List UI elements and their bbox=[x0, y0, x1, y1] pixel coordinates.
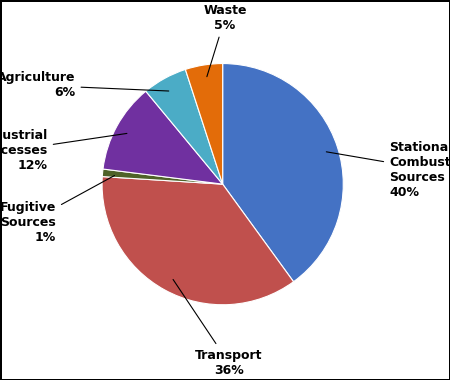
Text: Waste
5%: Waste 5% bbox=[203, 4, 247, 77]
Wedge shape bbox=[185, 63, 223, 184]
Text: Transport
36%: Transport 36% bbox=[173, 279, 262, 377]
Text: Agriculture
6%: Agriculture 6% bbox=[0, 71, 169, 99]
Text: Stationary
Combustion
Sources
40%: Stationary Combustion Sources 40% bbox=[326, 141, 450, 199]
Text: Fugitive
Sources
1%: Fugitive Sources 1% bbox=[0, 176, 115, 244]
Wedge shape bbox=[223, 63, 343, 282]
Wedge shape bbox=[102, 177, 293, 305]
Wedge shape bbox=[102, 169, 223, 184]
Wedge shape bbox=[103, 91, 223, 184]
Wedge shape bbox=[146, 70, 223, 184]
Text: Industrial
Processes
12%: Industrial Processes 12% bbox=[0, 129, 127, 172]
